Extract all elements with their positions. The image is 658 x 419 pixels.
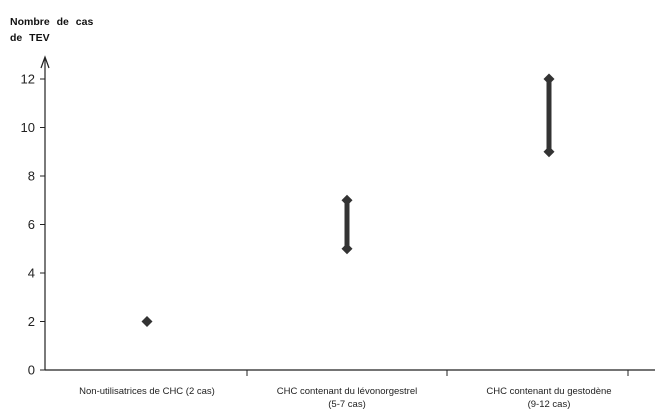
range-high-marker <box>341 194 353 206</box>
y-tick-label: 10 <box>21 120 35 135</box>
axes <box>40 55 655 376</box>
y-ticks: 0 2 4 6 8 10 12 <box>21 72 45 378</box>
y-axis-title-line-2: de TEV <box>10 32 50 44</box>
range-high-marker <box>543 73 555 85</box>
x-category-label: CHC contenant du lévonorgestrel (5-7 cas) <box>277 386 417 410</box>
y-axis-title-line-1: Nombre de cas <box>10 16 93 28</box>
y-tick-label: 12 <box>21 72 35 87</box>
y-tick-label: 2 <box>28 314 35 329</box>
x-category-label: Non-utilisatrices de CHC (2 cas) <box>79 386 215 397</box>
range-low-marker <box>543 146 555 158</box>
x-ticks: Non-utilisatrices de CHC (2 cas) CHC cont… <box>79 386 611 410</box>
y-tick-label: 0 <box>28 363 35 378</box>
y-axis-title: Nombre de cas de TEV <box>10 16 93 44</box>
y-tick-label: 6 <box>28 217 35 232</box>
range-low-marker <box>341 243 353 255</box>
y-axis-arrow <box>40 55 50 69</box>
point-marker <box>141 316 153 327</box>
data-marks <box>141 73 555 327</box>
x-category-label: CHC contenant du gestodène (9-12 cas) <box>486 386 611 410</box>
y-tick-label: 4 <box>28 266 35 281</box>
y-tick-label: 8 <box>28 169 35 184</box>
